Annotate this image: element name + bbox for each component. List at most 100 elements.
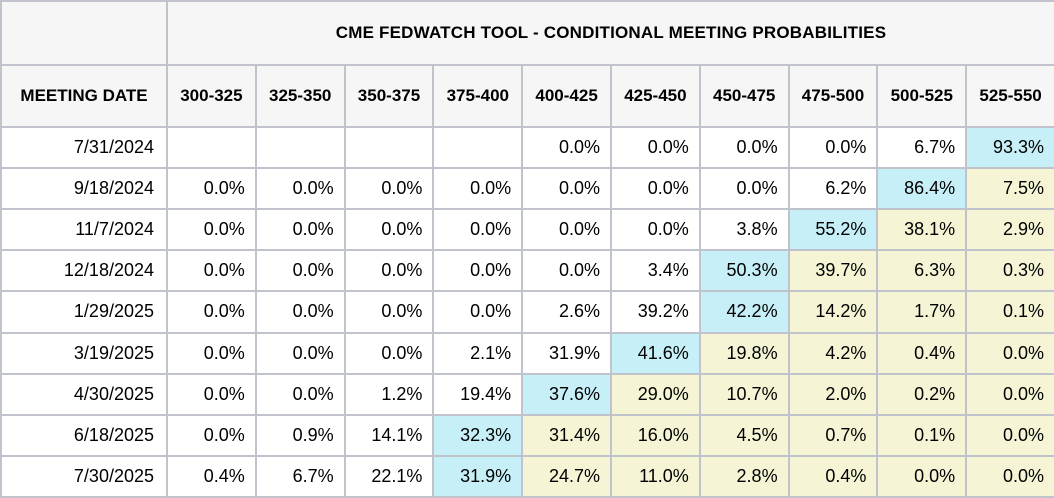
probability-cell [166,125,257,170]
probability-cell: 0.0% [521,208,612,252]
probability-cell: 3.4% [609,249,701,293]
probability-cell: 3.8% [698,208,790,252]
table-body: 7/31/2024 0.0% 0.0% 0.0% 0.0% 6.7% 93.3% 9/18/2… [0,125,1054,498]
probability-cell: 0.0% [166,167,257,211]
meeting-date-header: MEETING DATE [0,64,168,128]
rate-range-header: 325-350 [254,64,346,128]
table-title: CME FEDWATCH TOOL - CONDITIONAL MEETING … [166,0,1054,66]
probability-cell: 31.9% [432,454,524,498]
probability-cell: 0.0% [609,208,701,252]
probability-cell: 14.1% [343,413,435,457]
rate-range-header: 300-325 [166,64,257,128]
probability-cell: 0.0% [876,454,968,498]
probability-cell: 0.0% [698,125,790,170]
table-row: 7/31/2024 0.0% 0.0% 0.0% 0.0% 6.7% 93.3% [0,125,1054,170]
meeting-date-cell: 1/29/2025 [0,290,168,334]
probability-cell: 4.5% [698,413,790,457]
probability-cell: 0.0% [609,125,701,170]
probability-cell [343,125,435,170]
probability-cell [432,125,524,170]
meeting-date-cell: 12/18/2024 [0,249,168,293]
rate-range-header: 525-550 [965,64,1054,128]
rate-range-header: 425-450 [609,64,701,128]
probability-cell: 50.3% [698,249,790,293]
table-row: 11/7/2024 0.0% 0.0% 0.0% 0.0% 0.0% 0.0% 3.8% 55.… [0,208,1054,252]
probability-cell: 0.0% [432,290,524,334]
table-row: 4/30/2025 0.0% 0.0% 1.2% 19.4% 37.6% 29.0% 10.7… [0,372,1054,416]
probability-cell: 6.3% [876,249,968,293]
table-row: 9/18/2024 0.0% 0.0% 0.0% 0.0% 0.0% 0.0% 0.0% 6.2… [0,167,1054,211]
meeting-date-cell: 11/7/2024 [0,208,168,252]
table-row: 1/29/2025 0.0% 0.0% 0.0% 0.0% 2.6% 39.2% 42.2% 1… [0,290,1054,334]
probability-cell: 55.2% [787,208,879,252]
probability-cell: 0.0% [166,413,257,457]
probability-cell: 14.2% [787,290,879,334]
probability-cell: 0.0% [166,249,257,293]
probability-cell: 0.0% [166,331,257,375]
probability-cell: 0.0% [343,167,435,211]
probability-cell: 0.0% [254,249,346,293]
probability-cell: 2.1% [432,331,524,375]
probability-cell: 6.2% [787,167,879,211]
probability-cell: 0.4% [876,331,968,375]
probability-cell: 6.7% [254,454,346,498]
probability-cell: 11.0% [609,454,701,498]
probability-cell: 0.1% [965,290,1054,334]
probability-cell: 0.4% [166,454,257,498]
meeting-date-cell: 7/30/2025 [0,454,168,498]
probability-cell: 4.2% [787,331,879,375]
probability-cell: 16.0% [609,413,701,457]
table-row: 12/18/2024 0.0% 0.0% 0.0% 0.0% 0.0% 3.4% 50.3% 3… [0,249,1054,293]
probability-cell: 0.0% [965,372,1054,416]
probability-cell: 2.8% [698,454,790,498]
meeting-date-cell: 9/18/2024 [0,167,168,211]
probability-cell: 0.0% [343,331,435,375]
probability-cell: 29.0% [609,372,701,416]
probability-cell: 19.8% [698,331,790,375]
probability-cell: 0.0% [343,290,435,334]
probability-cell: 39.2% [609,290,701,334]
probability-cell: 1.7% [876,290,968,334]
probability-cell: 38.1% [876,208,968,252]
probability-cell: 6.7% [876,125,968,170]
table-row: 6/18/2025 0.0% 0.9% 14.1% 32.3% 31.4% 16.0% 4.5… [0,413,1054,457]
probability-cell: 24.7% [521,454,612,498]
probability-cell: 0.0% [432,167,524,211]
probability-cell: 0.0% [609,167,701,211]
probability-cell: 0.0% [787,125,879,170]
probability-cell: 2.9% [965,208,1054,252]
probability-cell: 0.0% [698,167,790,211]
meeting-date-cell: 7/31/2024 [0,125,168,170]
probability-cell: 0.0% [254,331,346,375]
probability-cell: 0.0% [965,413,1054,457]
meeting-date-cell: 4/30/2025 [0,372,168,416]
probability-cell: 0.0% [343,208,435,252]
probability-cell: 22.1% [343,454,435,498]
probability-cell: 0.0% [521,249,612,293]
probability-cell: 32.3% [432,413,524,457]
probability-cell: 0.2% [876,372,968,416]
probability-cell: 2.0% [787,372,879,416]
probability-cell: 10.7% [698,372,790,416]
probability-cell: 19.4% [432,372,524,416]
probability-cell: 0.0% [254,167,346,211]
probability-cell: 0.3% [965,249,1054,293]
probability-cell [254,125,346,170]
probability-cell: 93.3% [965,125,1054,170]
probability-cell: 7.5% [965,167,1054,211]
probability-cell: 1.2% [343,372,435,416]
rate-range-header: 375-400 [432,64,524,128]
probability-cell: 0.0% [254,290,346,334]
rate-range-header: 350-375 [343,64,435,128]
rate-range-header: 400-425 [521,64,612,128]
probability-cell: 0.0% [432,208,524,252]
probability-cell: 31.9% [521,331,612,375]
probability-cell: 0.0% [166,208,257,252]
probability-cell: 0.0% [521,125,612,170]
probability-cell: 0.0% [166,290,257,334]
probability-cell: 0.9% [254,413,346,457]
probability-cell: 0.1% [876,413,968,457]
title-row: CME FEDWATCH TOOL - CONDITIONAL MEETING … [0,0,1054,66]
meeting-date-cell: 3/19/2025 [0,331,168,375]
